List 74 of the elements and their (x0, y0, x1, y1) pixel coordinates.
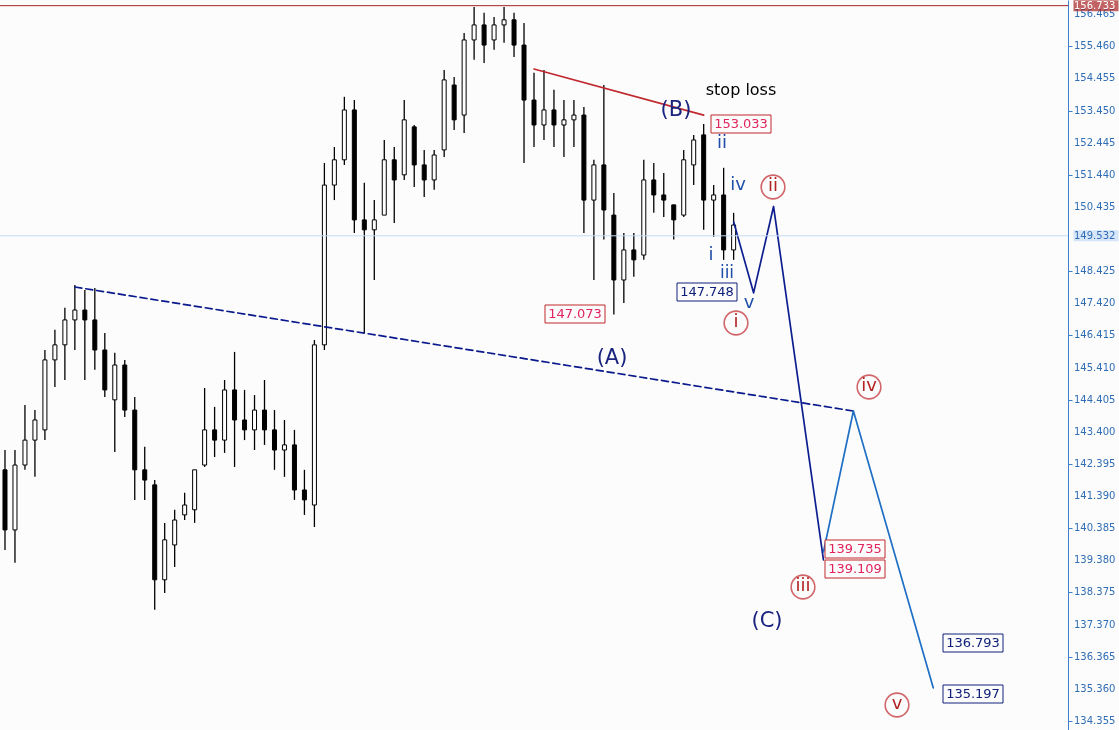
y-tick-label: 152.445 (1074, 136, 1116, 148)
annotation: iii (719, 262, 735, 282)
candlestick (541, 69, 547, 141)
candlestick (371, 199, 377, 281)
annotation: i (733, 310, 739, 331)
candlestick (82, 289, 88, 381)
candlestick (271, 409, 277, 471)
y-tick-label: 135.360 (1074, 682, 1116, 694)
y-tick-label: 148.425 (1074, 265, 1116, 277)
candlestick (361, 182, 367, 334)
y-tick-label: 154.455 (1074, 72, 1116, 84)
annotation: i (708, 243, 714, 264)
y-tick-label: 156.465 (1074, 8, 1116, 20)
candlestick (501, 6, 507, 44)
y-tick-label: 144.405 (1074, 393, 1116, 405)
y-tick-label: 155.460 (1074, 40, 1116, 52)
y-tick-label: 142.395 (1074, 457, 1116, 469)
annotation: 139.735 (828, 541, 882, 556)
candlestick (72, 284, 78, 351)
annotation: 147.073 (548, 306, 602, 321)
y-tick-label: 137.370 (1074, 618, 1116, 630)
y-tick-label: 145.410 (1074, 361, 1116, 373)
annotation: v (891, 692, 903, 713)
candlestick (52, 329, 58, 388)
candlestick (661, 172, 667, 218)
y-tick-label: 151.440 (1074, 168, 1116, 180)
annotation: iv (730, 173, 747, 194)
annotation: 147.748 (680, 284, 734, 299)
candlestick (571, 99, 577, 148)
candlestick (471, 6, 477, 61)
candlestick (242, 389, 248, 441)
y-tick-label: 140.385 (1074, 522, 1116, 534)
y-tick-label: 150.435 (1074, 200, 1116, 212)
candlestick (421, 149, 427, 198)
candlestick (491, 16, 497, 51)
annotation: (A) (596, 345, 628, 369)
candlestick (391, 146, 397, 224)
ref-line-label: 156.733 (1074, 0, 1116, 11)
candlestick (551, 89, 557, 148)
candlestick (212, 406, 218, 458)
y-tick-label: 143.400 (1074, 425, 1116, 437)
candlestick (301, 469, 307, 516)
candlestick (631, 232, 637, 278)
y-tick-label: 138.375 (1074, 586, 1116, 598)
candlestick (711, 184, 717, 238)
candlestick (32, 409, 38, 478)
candlestick (671, 204, 677, 241)
annotation: iv (861, 374, 878, 395)
y-tick-label: 153.450 (1074, 104, 1116, 116)
candlestick (262, 379, 267, 446)
annotation: 139.109 (828, 561, 882, 576)
annotation: v (743, 291, 755, 312)
annotation: 135.197 (946, 686, 1000, 701)
y-tick-label: 146.415 (1074, 329, 1116, 341)
candlestick (281, 419, 287, 478)
annotation: stop loss (705, 80, 777, 99)
annotation: (C) (751, 608, 783, 632)
annotation: 136.793 (946, 635, 1000, 650)
y-tick-label: 136.365 (1074, 650, 1116, 662)
y-tick-label: 134.355 (1074, 714, 1116, 726)
candlestick (561, 99, 567, 158)
candlestick (182, 492, 188, 521)
annotation: 153.033 (714, 116, 768, 131)
candlestick (651, 162, 657, 214)
y-tick-label: 139.380 (1074, 554, 1116, 566)
candlestick (142, 446, 148, 501)
candlestick (252, 394, 258, 451)
annotation: iii (795, 574, 811, 595)
annotation: ii (767, 174, 779, 195)
annotation: ii (716, 131, 728, 152)
y-tick-label: 141.390 (1074, 490, 1116, 502)
candlestick (481, 12, 487, 64)
y-tick-label: 147.420 (1074, 297, 1116, 309)
ref-line-label: 149.532 (1074, 229, 1116, 241)
